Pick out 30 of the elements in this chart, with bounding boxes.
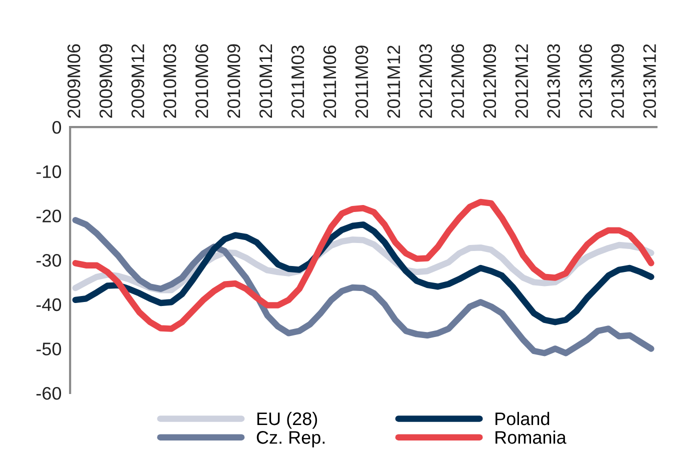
x-tick-label: 2010M06 — [195, 44, 208, 118]
legend-label: Romania — [496, 430, 566, 444]
legend-label: EU (28) — [257, 412, 318, 429]
x-tick-label: 2010M03 — [163, 44, 176, 118]
legend-label: Poland — [496, 412, 550, 426]
y-tick-label: -60 — [36, 386, 62, 400]
y-tick-label: -40 — [36, 298, 62, 312]
x-tick-label: 2013M03 — [547, 44, 560, 118]
x-tick-label: 2011M03 — [291, 46, 304, 118]
legend-label: Cz. Rep. — [256, 431, 325, 448]
x-tick-label: 2012M12 — [515, 44, 528, 118]
x-tick-label: 2013M06 — [579, 44, 592, 118]
y-tick-label: -20 — [36, 210, 62, 222]
x-tick-label: 2011M12 — [387, 46, 400, 118]
x-tick-label: 2011M09 — [355, 46, 368, 118]
y-tick-label: -30 — [36, 254, 62, 267]
x-tick-label: 2013M09 — [611, 44, 624, 118]
x-tick-label: 2009M06 — [67, 44, 80, 118]
y-tick-label: -10 — [36, 165, 62, 178]
x-tick-label: 2012M06 — [451, 44, 464, 118]
y-tick-label: 0 — [52, 120, 62, 134]
x-tick-label: 2010M12 — [259, 44, 272, 118]
x-tick-label: 2010M09 — [227, 44, 240, 118]
x-tick-label: 2012M03 — [419, 44, 432, 118]
x-tick-label: 2012M09 — [483, 44, 496, 118]
x-tick-label: 2013M12 — [643, 44, 656, 118]
x-tick-label: 2009M09 — [99, 44, 112, 118]
x-tick-label: 2011M06 — [323, 46, 336, 118]
x-tick-label: 2009M12 — [131, 44, 144, 118]
y-tick-label: -50 — [36, 342, 62, 356]
